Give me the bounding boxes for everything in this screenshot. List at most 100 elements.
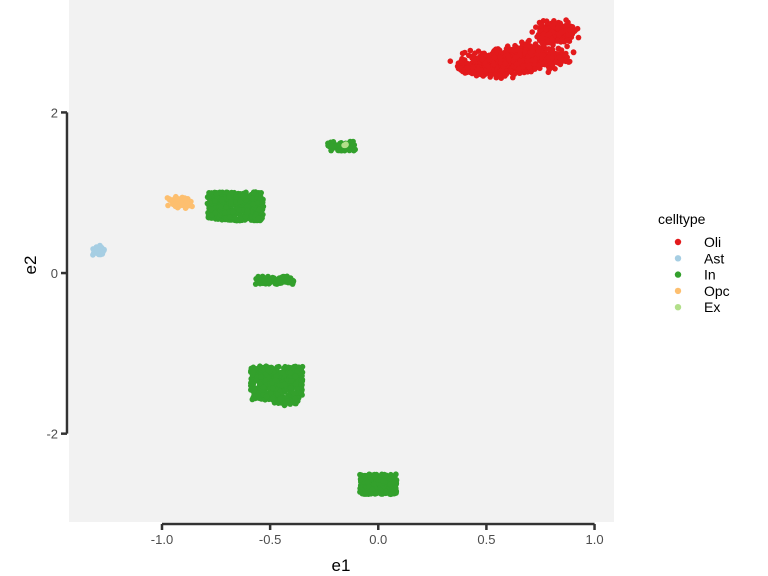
point bbox=[228, 189, 235, 196]
point bbox=[293, 398, 299, 405]
point bbox=[343, 141, 349, 148]
point bbox=[285, 364, 292, 371]
legend-entry-ex: Ex bbox=[674, 299, 720, 315]
point bbox=[564, 43, 570, 50]
point bbox=[283, 276, 290, 283]
point bbox=[447, 58, 454, 64]
point bbox=[257, 196, 264, 203]
x-tick-label: 0.0 bbox=[369, 532, 387, 547]
point bbox=[240, 193, 246, 199]
point bbox=[227, 214, 233, 220]
y-tick-label: 0 bbox=[51, 266, 58, 281]
point bbox=[565, 59, 572, 65]
point bbox=[538, 35, 545, 41]
point bbox=[575, 34, 582, 41]
series-in bbox=[204, 138, 400, 498]
point bbox=[166, 196, 173, 202]
point bbox=[251, 190, 257, 196]
point bbox=[546, 66, 553, 73]
point bbox=[263, 393, 270, 400]
point bbox=[459, 50, 466, 57]
point bbox=[261, 278, 268, 284]
point bbox=[189, 203, 195, 210]
series-ex bbox=[341, 141, 349, 149]
point bbox=[459, 55, 465, 62]
point bbox=[249, 396, 256, 403]
point bbox=[519, 39, 525, 45]
point bbox=[393, 485, 399, 492]
y-ticks: -2 0 2 bbox=[46, 105, 67, 442]
point bbox=[252, 385, 258, 392]
point bbox=[558, 29, 565, 36]
point bbox=[520, 63, 526, 70]
point bbox=[265, 367, 272, 373]
point bbox=[228, 199, 234, 205]
point bbox=[231, 214, 238, 220]
point bbox=[255, 392, 261, 399]
point bbox=[205, 195, 212, 201]
x-tick-label: 0.5 bbox=[477, 532, 495, 547]
point bbox=[275, 278, 282, 285]
point bbox=[284, 398, 291, 405]
series-ast bbox=[90, 242, 107, 258]
point bbox=[277, 396, 284, 403]
x-tick-label: -1.0 bbox=[151, 532, 173, 547]
point bbox=[522, 68, 529, 75]
point bbox=[338, 147, 345, 154]
legend-label: Opc bbox=[704, 283, 730, 299]
point bbox=[383, 488, 389, 495]
point bbox=[555, 45, 562, 52]
point bbox=[551, 20, 558, 27]
point bbox=[165, 202, 171, 209]
point bbox=[539, 22, 545, 29]
point bbox=[481, 52, 487, 58]
point bbox=[540, 40, 546, 46]
point bbox=[524, 57, 531, 64]
point bbox=[208, 206, 214, 212]
x-ticks: -1.0 -0.5 0.0 0.5 1.0 bbox=[151, 524, 604, 547]
point bbox=[513, 61, 520, 67]
point bbox=[564, 22, 571, 29]
legend-label: In bbox=[704, 267, 716, 283]
legend-key bbox=[674, 255, 682, 262]
point bbox=[546, 31, 553, 37]
point bbox=[260, 384, 267, 391]
point bbox=[387, 475, 394, 482]
point bbox=[292, 373, 299, 380]
legend-key bbox=[674, 287, 682, 295]
point bbox=[362, 473, 368, 480]
y-tick-label: -2 bbox=[46, 427, 58, 442]
point bbox=[504, 43, 511, 49]
point bbox=[364, 479, 371, 485]
point bbox=[244, 208, 251, 215]
point bbox=[533, 24, 539, 31]
point bbox=[206, 199, 213, 206]
point bbox=[175, 196, 181, 202]
point bbox=[475, 66, 482, 72]
point bbox=[248, 195, 255, 201]
point bbox=[329, 142, 335, 149]
point bbox=[178, 200, 184, 206]
point bbox=[266, 281, 272, 287]
series-opc bbox=[164, 193, 195, 211]
point bbox=[532, 62, 538, 68]
point bbox=[527, 50, 534, 56]
point bbox=[272, 377, 279, 384]
points-layer bbox=[90, 17, 582, 498]
legend-title: celltype bbox=[658, 211, 706, 227]
point bbox=[507, 68, 514, 74]
point bbox=[254, 279, 261, 285]
point bbox=[185, 200, 191, 207]
point bbox=[545, 54, 552, 61]
point bbox=[256, 206, 263, 213]
point bbox=[260, 203, 267, 210]
y-tick-label: 2 bbox=[51, 105, 58, 120]
point bbox=[549, 37, 555, 43]
point bbox=[553, 59, 559, 65]
point bbox=[464, 64, 471, 71]
legend-entry-in: In bbox=[674, 267, 716, 283]
point bbox=[512, 54, 518, 60]
x-tick-label: 1.0 bbox=[585, 532, 603, 547]
point bbox=[506, 56, 512, 63]
